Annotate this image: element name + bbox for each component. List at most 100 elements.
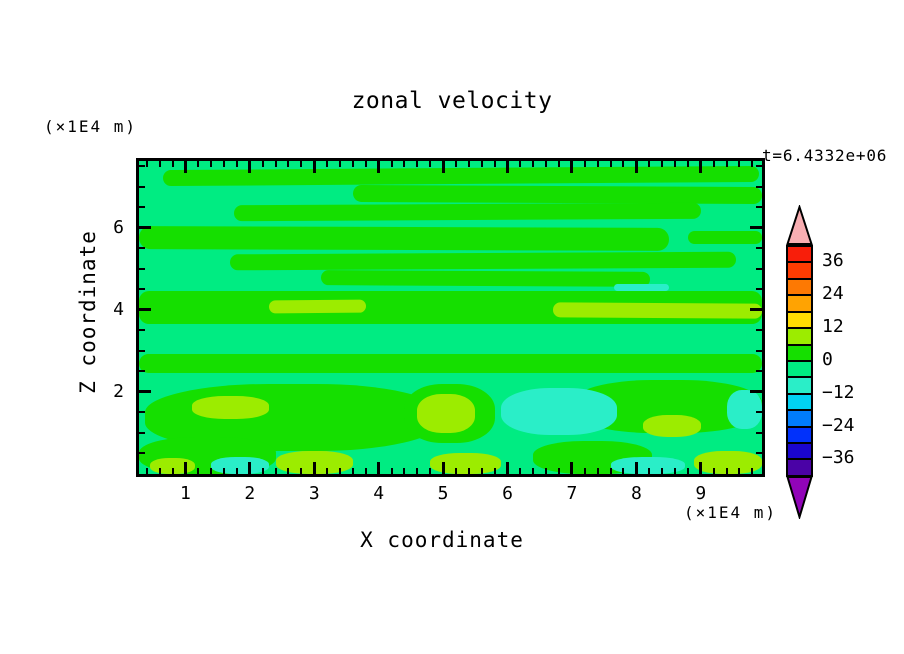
x-minor-tick: [300, 161, 303, 167]
x-minor-tick: [403, 468, 406, 474]
colorbar-over-arrow: [786, 205, 813, 245]
contour-region-6to12: [149, 457, 196, 474]
x-minor-tick: [403, 161, 406, 167]
x-minor-tick: [532, 468, 535, 474]
z-axis-title: Z coordinate: [76, 230, 100, 394]
colorbar-tick-label: −24: [822, 414, 855, 436]
x-tick-label: 4: [373, 483, 385, 504]
contour-region-6to12: [191, 396, 270, 419]
x-major-tick: [570, 462, 574, 474]
x-minor-tick: [145, 468, 148, 474]
colorbar-tick-label: 24: [822, 283, 844, 305]
x-major-tick: [183, 161, 187, 173]
x-minor-tick: [738, 161, 741, 167]
x-major-tick: [248, 161, 252, 173]
x-minor-tick: [274, 161, 277, 167]
x-minor-tick: [197, 161, 200, 167]
x-major-tick: [312, 161, 316, 173]
z-minor-tick: [756, 452, 762, 455]
contour-region-6to12: [430, 453, 502, 474]
x-minor-tick: [390, 161, 393, 167]
z-minor-tick: [139, 165, 145, 168]
z-major-tick: [139, 390, 151, 394]
z-minor-tick: [756, 267, 762, 270]
z-major-tick: [750, 308, 762, 312]
x-minor-tick: [661, 161, 664, 167]
z-major-tick: [750, 390, 762, 394]
z-minor-tick: [139, 185, 145, 188]
x-minor-tick: [545, 468, 548, 474]
x-minor-tick: [467, 161, 470, 167]
x-minor-tick: [725, 161, 728, 167]
z-tick-label: 2: [113, 380, 124, 402]
x-minor-tick: [661, 468, 664, 474]
x-minor-tick: [223, 161, 226, 167]
x-minor-tick: [416, 468, 419, 474]
x-minor-tick: [416, 161, 419, 167]
colorbar-tick-label: 0: [822, 348, 833, 370]
x-minor-tick: [287, 468, 290, 474]
z-minor-tick: [756, 370, 762, 373]
x-minor-tick: [339, 161, 341, 167]
contour-region-0to6: [139, 354, 762, 374]
z-minor-tick: [139, 431, 145, 434]
z-minor-tick: [756, 329, 762, 332]
z-axis-unit-label: (×1E4 m): [44, 117, 138, 136]
x-major-tick: [377, 161, 381, 173]
z-tick-label: 4: [113, 298, 124, 320]
x-minor-tick: [364, 161, 367, 167]
x-minor-tick: [648, 468, 651, 474]
x-tick-label: 7: [566, 483, 578, 504]
colorbar-segment: [786, 458, 813, 477]
x-minor-tick: [261, 468, 264, 474]
colorbar-tick-label: 36: [822, 250, 844, 272]
x-tick-label: 8: [630, 483, 642, 504]
x-tick-label: 1: [179, 483, 191, 504]
x-minor-tick: [751, 161, 754, 167]
x-minor-tick: [158, 468, 161, 474]
x-minor-tick: [235, 468, 238, 474]
x-minor-tick: [712, 468, 715, 474]
x-minor-tick: [674, 161, 677, 167]
x-minor-tick: [712, 161, 715, 167]
x-tick-label: 5: [437, 483, 449, 504]
contour-region-6to12: [642, 414, 701, 438]
contour-region--12to-6: [610, 456, 685, 474]
z-major-tick: [139, 226, 151, 230]
x-minor-tick: [158, 161, 161, 167]
contour-field: [139, 161, 762, 474]
x-minor-tick: [558, 468, 561, 474]
colorbar-tick-label: −12: [822, 381, 855, 403]
z-minor-tick: [139, 411, 145, 414]
x-minor-tick: [364, 468, 367, 474]
x-minor-tick: [454, 161, 457, 167]
contour-region-6to12: [694, 451, 762, 474]
x-tick-label: 2: [244, 483, 256, 504]
x-minor-tick: [210, 468, 213, 474]
x-minor-tick: [390, 468, 393, 474]
z-minor-tick: [756, 165, 762, 168]
z-minor-tick: [756, 288, 762, 291]
x-minor-tick: [609, 468, 612, 474]
x-minor-tick: [493, 468, 496, 474]
x-tick-label: 6: [502, 483, 513, 504]
z-minor-tick: [139, 267, 145, 270]
x-minor-tick: [519, 468, 522, 474]
z-minor-tick: [756, 349, 762, 352]
z-minor-tick: [139, 247, 145, 250]
x-tick-label: 3: [308, 483, 320, 504]
x-major-tick: [699, 462, 703, 474]
x-minor-tick: [235, 161, 238, 167]
x-minor-tick: [171, 468, 174, 474]
x-major-tick: [441, 161, 445, 173]
x-minor-tick: [725, 468, 728, 474]
x-minor-tick: [351, 161, 354, 167]
x-minor-tick: [558, 161, 561, 167]
x-minor-tick: [351, 468, 354, 474]
x-major-tick: [441, 462, 445, 474]
z-minor-tick: [139, 206, 145, 209]
z-minor-tick: [139, 329, 145, 332]
x-minor-tick: [596, 468, 599, 474]
x-major-tick: [312, 462, 316, 474]
